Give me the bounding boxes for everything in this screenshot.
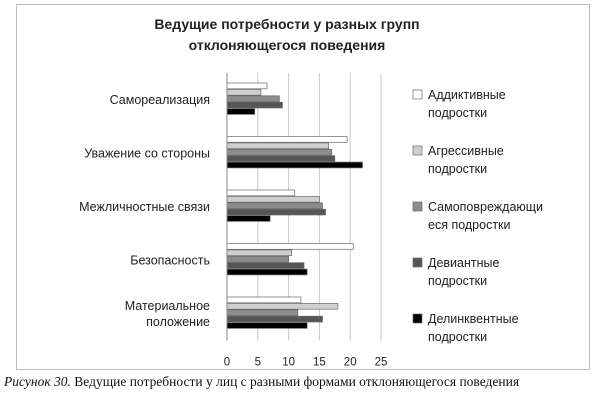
legend-label: подростки xyxy=(428,106,487,120)
bar xyxy=(226,136,348,143)
bar xyxy=(226,155,336,162)
legend-label: Самоповреждающи xyxy=(428,200,543,214)
chart-frame: Ведущие потребности у разных групп отклон… xyxy=(16,4,590,370)
caption-text: Ведущие потребности у лиц с разными форм… xyxy=(74,374,520,389)
category-labels: Самореализация Уважение со стороны Межличн… xyxy=(79,93,210,329)
legend: Аддиктивные подростки Агрессивные подростки… xyxy=(412,88,543,344)
category-label: Межличностные связи xyxy=(79,200,210,214)
bar-chart: Ведущие потребности у разных групп отклон… xyxy=(79,16,543,369)
category-label: Самореализация xyxy=(110,93,210,107)
bar xyxy=(226,243,354,250)
bar xyxy=(226,196,320,203)
bar xyxy=(226,208,326,216)
bar xyxy=(226,255,289,263)
legend-label: Девиантные xyxy=(428,256,500,270)
category-label: Уважение со стороны xyxy=(84,147,210,161)
bar xyxy=(226,82,268,90)
legend-swatch xyxy=(412,257,423,268)
bar xyxy=(226,108,256,115)
x-tick-label: 25 xyxy=(375,357,388,369)
bar xyxy=(226,296,302,304)
legend-swatch xyxy=(412,313,423,324)
bar xyxy=(226,249,293,257)
legend-swatch xyxy=(412,145,423,156)
bar xyxy=(226,309,299,316)
bar xyxy=(226,161,363,169)
legend-label: подростки xyxy=(428,274,487,288)
chart-title-line: Ведущие потребности у разных групп xyxy=(154,16,419,32)
bar xyxy=(226,262,305,269)
x-tick-label: 10 xyxy=(282,357,295,369)
legend-label: Делинквентные xyxy=(428,312,519,326)
bar xyxy=(226,142,329,150)
x-tick-label: 5 xyxy=(255,357,261,369)
bar xyxy=(226,322,308,329)
category-label: Материальное xyxy=(125,299,210,313)
caption-lead: Рисунок 30. xyxy=(4,374,71,389)
bar xyxy=(226,95,280,102)
x-tick-label: 15 xyxy=(313,357,326,369)
x-tick-label: 0 xyxy=(224,357,230,369)
legend-swatch xyxy=(412,201,423,212)
figure-caption: Рисунок 30. Ведущие потребности у лиц с … xyxy=(4,374,596,390)
legend-label: Агрессивные xyxy=(428,144,504,158)
bar xyxy=(226,303,339,310)
legend-label: еся подростки xyxy=(428,218,511,232)
bar xyxy=(226,202,323,209)
legend-label: Аддиктивные xyxy=(428,88,506,102)
legend-swatch xyxy=(412,89,423,100)
bar xyxy=(226,89,262,96)
legend-label: подростки xyxy=(428,162,487,176)
x-tick-label: 20 xyxy=(344,357,357,369)
chart-title-line: отклоняющегося поведения xyxy=(189,37,386,53)
category-label: Безопасность xyxy=(130,254,210,268)
legend-label: подростки xyxy=(428,330,487,344)
bar xyxy=(226,215,271,222)
bars xyxy=(226,82,363,329)
bar xyxy=(226,148,333,156)
x-tick-labels: 0 5 10 15 20 25 xyxy=(224,357,388,369)
category-label: положение xyxy=(146,315,210,329)
bar xyxy=(226,189,296,197)
bar xyxy=(226,268,308,276)
bar xyxy=(226,101,283,109)
bar xyxy=(226,315,323,323)
chart-title: Ведущие потребности у разных групп отклон… xyxy=(154,16,419,53)
